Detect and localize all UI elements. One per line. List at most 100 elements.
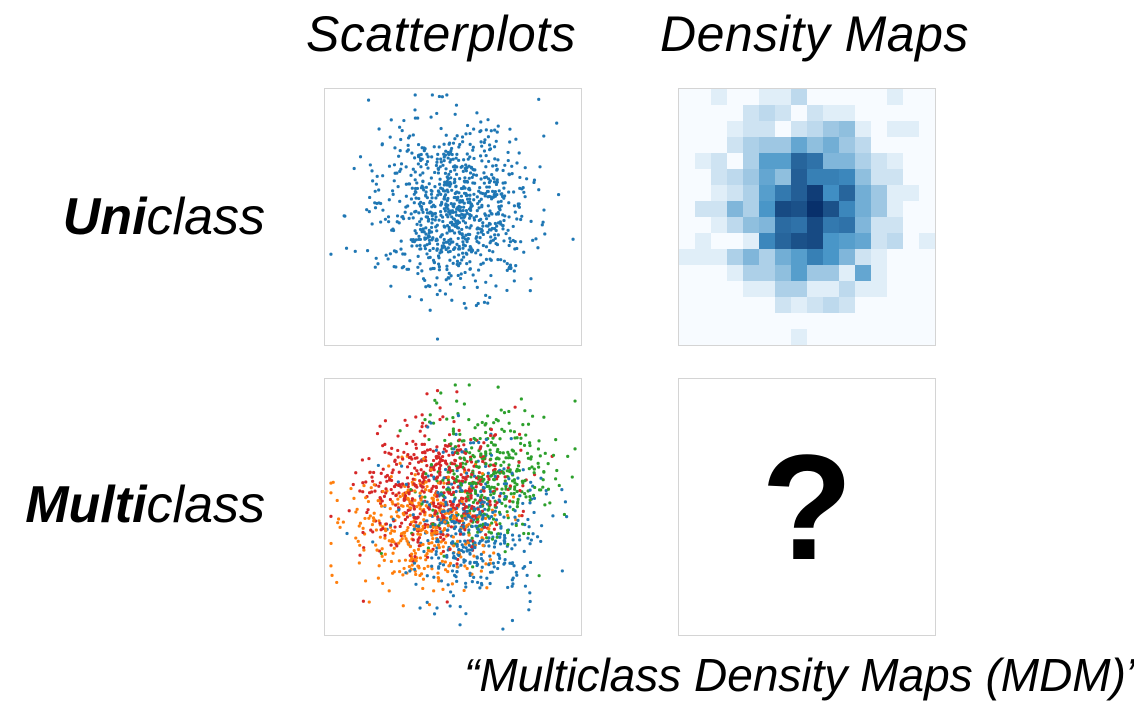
scatter-point	[447, 238, 451, 243]
scatter-point	[471, 273, 475, 277]
scatter-point	[452, 255, 456, 259]
scatter-point	[488, 222, 492, 226]
scatter-point	[510, 522, 514, 526]
scatter-point	[497, 553, 501, 558]
density-cell	[855, 201, 872, 218]
density-cell	[775, 89, 792, 106]
scatter-point	[486, 444, 490, 448]
scatter-point	[426, 166, 430, 170]
scatter-point	[537, 97, 541, 101]
scatter-point	[457, 550, 461, 555]
scatter-point	[421, 524, 425, 528]
scatter-point	[422, 549, 426, 554]
density-cell	[887, 313, 904, 330]
scatter-point	[378, 481, 382, 485]
scatter-point	[462, 205, 466, 209]
scatter-point	[367, 210, 371, 214]
scatter-point	[443, 180, 447, 184]
scatter-point	[563, 500, 568, 504]
scatter-point	[414, 415, 418, 419]
scatter-point	[483, 521, 488, 526]
scatter-point	[422, 201, 426, 206]
density-cell	[871, 153, 888, 170]
scatter-point	[400, 537, 404, 541]
scatter-point	[434, 163, 439, 168]
scatter-point	[448, 258, 452, 262]
scatter-point	[456, 414, 461, 418]
scatter-point	[486, 471, 490, 475]
scatter-point	[492, 145, 497, 149]
scatter-point	[465, 252, 469, 256]
density-cell	[711, 233, 728, 250]
density-cell	[679, 169, 696, 186]
scatter-point	[496, 233, 500, 237]
scatter-point	[344, 246, 349, 250]
scatter-point	[565, 515, 569, 519]
scatter-point	[463, 564, 467, 568]
density-cell	[807, 313, 824, 330]
scatter-point	[438, 417, 442, 422]
density-cell	[839, 153, 856, 170]
scatter-point	[416, 538, 420, 542]
scatter-point	[501, 213, 505, 217]
scatter-point	[345, 531, 349, 536]
scatter-point	[399, 137, 403, 142]
scatter-point	[511, 495, 516, 499]
scatter-point	[518, 489, 522, 493]
scatter-point	[404, 182, 408, 186]
scatter-point	[453, 445, 458, 449]
scatter-point	[487, 530, 491, 534]
scatter-point	[477, 470, 481, 475]
scatter-point	[427, 503, 432, 507]
scatter-point	[441, 502, 445, 506]
scatter-point	[473, 545, 477, 549]
scatter-point	[515, 505, 519, 509]
scatter-point	[468, 451, 472, 455]
scatter-point	[446, 276, 450, 280]
scatter-point	[371, 479, 375, 483]
scatter-point	[373, 201, 377, 205]
scatter-point	[453, 112, 457, 116]
scatter-point	[479, 482, 483, 486]
density-cell	[711, 89, 728, 106]
scatter-point	[329, 541, 333, 546]
scatter-point	[455, 579, 459, 583]
scatter-point	[460, 548, 464, 553]
scatter-point	[472, 575, 476, 579]
scatter-point	[507, 201, 511, 205]
scatter-point	[352, 166, 356, 171]
scatter-point	[421, 227, 425, 231]
scatter-point	[439, 457, 443, 461]
density-cell	[695, 281, 712, 298]
scatter-point	[448, 604, 452, 608]
scatter-point	[482, 140, 486, 145]
density-cell	[903, 105, 920, 122]
scatter-point	[446, 523, 450, 528]
scatter-point	[352, 496, 356, 500]
scatter-point	[458, 142, 462, 147]
scatter-point	[513, 481, 517, 485]
scatter-point	[464, 462, 468, 466]
density-cell	[791, 169, 808, 186]
scatter-point	[469, 484, 474, 488]
scatter-point	[378, 424, 382, 428]
scatter-point	[425, 574, 429, 578]
scatter-point	[461, 219, 465, 223]
multiclass-label-rest: class	[146, 476, 265, 534]
scatter-point	[414, 196, 418, 200]
scatter-point	[496, 257, 500, 262]
scatter-point	[434, 196, 438, 200]
scatter-point	[489, 433, 493, 438]
scatter-point	[484, 257, 489, 261]
scatter-point	[499, 204, 503, 208]
scatter-point	[396, 497, 400, 501]
scatter-point	[437, 565, 441, 569]
scatter-point	[464, 585, 468, 589]
scatter-point	[455, 562, 459, 566]
density-cell	[791, 137, 808, 154]
scatter-point	[329, 514, 333, 518]
scatter-point	[371, 179, 375, 183]
scatter-point	[520, 514, 524, 518]
scatter-point	[383, 419, 388, 423]
scatter-point	[408, 295, 412, 299]
